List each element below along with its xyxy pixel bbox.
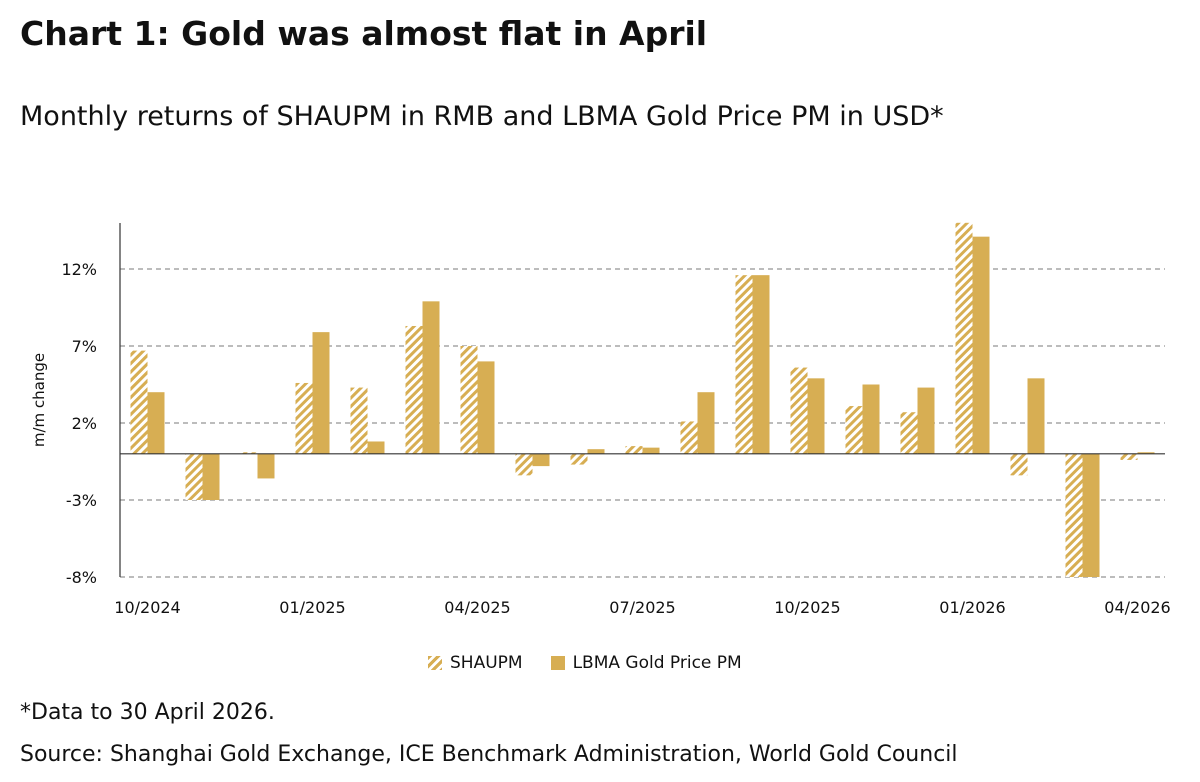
bar-lbma-03-2026 [1082, 453, 1100, 577]
bar-lbma-10-2025 [807, 378, 825, 454]
bar-shaupm-04-2026 [1120, 453, 1138, 460]
legend-item-shaupm: SHAUPM [428, 653, 523, 673]
y-tick-label: 2% [72, 414, 97, 433]
gridlines [120, 268, 1165, 578]
y-axis-title: m/m change [30, 353, 48, 447]
bar-lbma-10-2024 [147, 392, 165, 454]
bar-lbma-11-2024 [202, 453, 220, 500]
bar-shaupm-05-2025 [515, 453, 533, 476]
bar-shaupm-10-2024 [130, 350, 148, 454]
bar-lbma-12-2024 [257, 453, 275, 479]
bar-lbma-03-2025 [422, 301, 440, 454]
bar-shaupm-06-2025 [570, 453, 588, 465]
y-tick-label: -3% [66, 491, 97, 510]
bar-lbma-12-2025 [917, 387, 935, 454]
bar-lbma-04-2025 [477, 361, 495, 454]
x-tick-label: 04/2026 [1104, 598, 1170, 617]
bar-shaupm-10-2025 [790, 367, 808, 454]
bar-shaupm-12-2025 [900, 412, 918, 454]
bar-lbma-04-2026 [1137, 452, 1155, 454]
bar-shaupm-12-2024 [240, 452, 258, 454]
bar-shaupm-08-2025 [680, 421, 698, 454]
bar-lbma-01-2025 [312, 332, 330, 454]
bar-lbma-02-2026 [1027, 378, 1045, 454]
chart-title: Chart 1: Gold was almost flat in April [20, 14, 708, 53]
bar-shaupm-03-2026 [1065, 453, 1083, 577]
bar-lbma-08-2025 [697, 392, 715, 454]
legend-swatch-hatched [428, 656, 442, 670]
bar-shaupm-02-2025 [350, 387, 368, 454]
legend: SHAUPM LBMA Gold Price PM [428, 653, 770, 673]
bar-lbma-05-2025 [532, 453, 550, 467]
bar-shaupm-07-2025 [625, 446, 643, 454]
chart-subtitle: Monthly returns of SHAUPM in RMB and LBM… [20, 101, 944, 132]
bar-lbma-09-2025 [752, 275, 770, 454]
axes [119, 223, 1165, 577]
bar-lbma-02-2025 [367, 441, 385, 454]
legend-label-lbma: LBMA Gold Price PM [572, 653, 742, 673]
x-tick-label: 04/2025 [444, 598, 510, 617]
x-tick-label: 10/2024 [114, 598, 180, 617]
bar-shaupm-02-2026 [1010, 453, 1028, 476]
footnote: *Data to 30 April 2026. [20, 700, 275, 725]
bars [130, 222, 1155, 577]
source-note: Source: Shanghai Gold Exchange, ICE Benc… [20, 742, 958, 767]
bar-lbma-11-2025 [862, 384, 880, 454]
tick-labels: 12% 7% 2% -3% -8% 10/2024 01/2025 04/2025 07/202… [61, 260, 1170, 617]
bar-lbma-06-2025 [587, 449, 605, 454]
bar-shaupm-09-2025 [735, 275, 753, 454]
bar-shaupm-11-2024 [185, 453, 203, 500]
y-tick-label: 7% [72, 337, 97, 356]
x-tick-label: 10/2025 [774, 598, 840, 617]
bar-shaupm-11-2025 [845, 406, 863, 454]
x-tick-label: 01/2025 [279, 598, 345, 617]
y-tick-label: -8% [66, 568, 97, 587]
bar-shaupm-01-2025 [295, 382, 313, 454]
legend-label-shaupm: SHAUPM [450, 653, 523, 673]
legend-swatch-solid [550, 656, 565, 670]
x-tick-label: 07/2025 [609, 598, 675, 617]
bar-shaupm-04-2025 [460, 346, 478, 454]
x-tick-label: 01/2026 [939, 598, 1005, 617]
bar-lbma-01-2026 [972, 236, 990, 454]
bar-shaupm-03-2025 [405, 325, 423, 454]
bar-lbma-07-2025 [642, 447, 660, 454]
legend-item-lbma: LBMA Gold Price PM [550, 653, 742, 673]
y-tick-label: 12% [61, 260, 97, 279]
bar-shaupm-01-2026 [955, 222, 973, 454]
bar-chart: 12% 7% 2% -3% -8% 10/2024 01/2025 04/2025 07/202… [30, 222, 1171, 617]
